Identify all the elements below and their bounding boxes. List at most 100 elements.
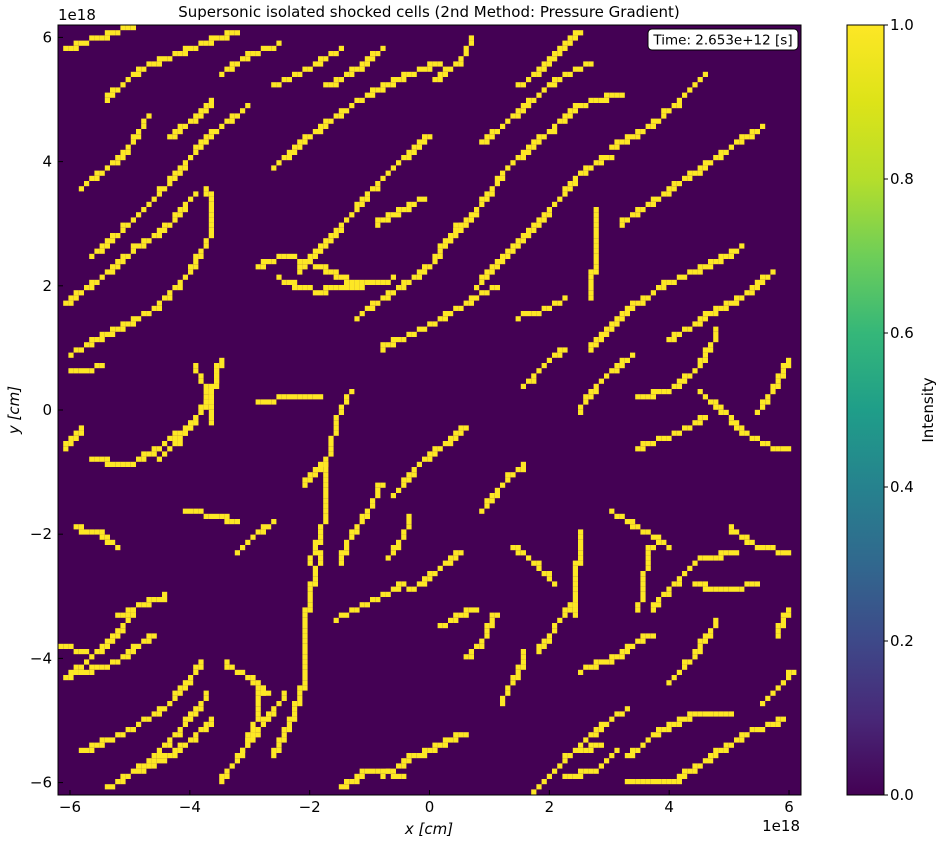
shock-cell — [656, 732, 662, 738]
shock-cell — [318, 243, 324, 249]
shock-cell — [162, 742, 168, 748]
shock-cell — [333, 233, 339, 239]
shock-cell — [624, 305, 630, 311]
shock-cell — [619, 139, 625, 145]
shock-cell — [687, 87, 693, 93]
shock-cell — [702, 71, 708, 77]
shock-cell — [156, 56, 162, 62]
shock-cell — [110, 539, 116, 545]
shock-cell — [286, 253, 292, 259]
shock-cell — [650, 441, 656, 447]
shock-cell — [406, 331, 412, 337]
shock-cell — [697, 415, 703, 421]
shock-cell — [458, 612, 464, 618]
shock-cell — [99, 742, 105, 748]
shock-cell — [453, 222, 459, 228]
shock-cell — [281, 727, 287, 733]
shock-cell — [344, 539, 350, 545]
shock-cell — [713, 311, 719, 317]
shock-cell — [468, 35, 474, 41]
shock-cell — [744, 290, 750, 296]
shock-cell — [619, 92, 625, 98]
shock-cell — [286, 77, 292, 83]
shock-cell — [208, 129, 214, 135]
shock-cell — [754, 727, 760, 733]
shock-cell — [786, 363, 792, 369]
shock-cell — [572, 66, 578, 72]
shock-cell — [198, 378, 204, 384]
shock-cell — [552, 77, 558, 83]
shock-cell — [84, 40, 90, 46]
shock-cell — [448, 233, 454, 239]
shock-cell — [500, 259, 506, 265]
shock-cell — [99, 534, 105, 540]
shock-cell — [110, 461, 116, 467]
shock-cell — [125, 773, 131, 779]
shock-cell — [156, 233, 162, 239]
shock-cell — [89, 669, 95, 675]
shock-cell — [593, 243, 599, 249]
shock-front — [479, 61, 594, 145]
shock-cell — [546, 638, 552, 644]
shock-cell — [234, 519, 240, 525]
shock-cell — [255, 727, 261, 733]
shock-cell — [728, 420, 734, 426]
shock-cell — [437, 316, 443, 322]
shock-cell — [385, 768, 391, 774]
shock-cell — [442, 71, 448, 77]
shock-cell — [739, 586, 745, 592]
shock-cell — [338, 404, 344, 410]
shock-front — [115, 591, 168, 618]
shock-cell — [734, 139, 740, 145]
shock-cell — [104, 243, 110, 249]
shock-cell — [687, 425, 693, 431]
shock-cell — [422, 326, 428, 332]
shock-cell — [68, 300, 74, 306]
shock-cell — [354, 529, 360, 535]
shock-cell — [302, 482, 308, 488]
shock-cell — [640, 207, 646, 213]
shock-cell — [786, 675, 792, 681]
shock-cell — [349, 607, 355, 613]
shock-cell — [271, 45, 277, 51]
shock-cell — [136, 721, 142, 727]
shock-cell — [697, 763, 703, 769]
shock-cell — [422, 753, 428, 759]
shock-cell — [390, 290, 396, 296]
shock-cell — [526, 77, 532, 83]
shock-cell — [656, 285, 662, 291]
shock-cell — [271, 259, 277, 265]
shock-cell — [172, 170, 178, 176]
shock-cell — [775, 373, 781, 379]
shock-cell — [437, 77, 443, 83]
shock-cell — [656, 779, 662, 785]
shock-cell — [432, 747, 438, 753]
shock-cell — [630, 519, 636, 525]
shock-cell — [401, 71, 407, 77]
shock-cell — [312, 581, 318, 587]
shock-cell — [208, 389, 214, 395]
shock-front — [624, 711, 734, 759]
shock-cell — [208, 212, 214, 218]
shock-front — [692, 581, 760, 592]
shock-cell — [775, 623, 781, 629]
shock-cell — [552, 51, 558, 57]
shock-cell — [89, 35, 95, 41]
shock-front — [588, 207, 599, 301]
shock-cell — [333, 425, 339, 431]
shock-cell — [692, 768, 698, 774]
shock-cell — [110, 269, 116, 275]
shock-cell — [229, 664, 235, 670]
shock-cell — [255, 264, 261, 270]
shock-cell — [640, 446, 646, 452]
shock-cell — [500, 123, 506, 129]
shock-cell — [494, 259, 500, 265]
shock-cell — [411, 753, 417, 759]
shock-front — [167, 97, 214, 140]
shock-cell — [110, 30, 116, 36]
shock-cell — [505, 685, 511, 691]
shock-cell — [567, 181, 573, 187]
shock-cell — [572, 565, 578, 571]
shock-cell — [630, 212, 636, 218]
shock-cell — [172, 285, 178, 291]
